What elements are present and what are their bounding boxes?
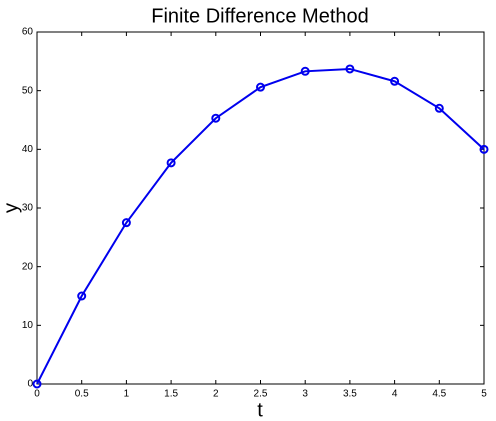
y-axis-label: y <box>0 203 22 213</box>
data-point <box>166 158 176 168</box>
y-tick-label: 10 <box>22 320 34 331</box>
data-line <box>36 67 485 385</box>
data-point <box>390 76 400 86</box>
data-point <box>77 291 87 301</box>
x-tick-label: 4 <box>392 389 398 400</box>
chart-title: Finite Difference Method <box>151 5 369 27</box>
x-tick-label: 5 <box>481 389 487 400</box>
x-tick-label: 3 <box>302 389 308 400</box>
data-point <box>300 66 310 76</box>
y-tick-label: 0 <box>27 379 33 390</box>
x-tick-label: 0.5 <box>75 389 89 400</box>
data-point <box>434 103 444 113</box>
x-tick-label: 4.5 <box>432 389 446 400</box>
plot-frame <box>36 31 485 385</box>
data-point <box>32 379 42 389</box>
x-tick-label: 2.5 <box>254 389 268 400</box>
y-tick-label: 60 <box>22 27 34 38</box>
data-point <box>211 113 221 123</box>
data-point <box>256 82 265 92</box>
x-tick-label: 0 <box>34 389 40 400</box>
x-tick-label: 1.5 <box>164 389 178 400</box>
x-tick-label: 1 <box>124 389 130 400</box>
x-axis-label: t <box>257 399 263 421</box>
y-tick-label: 30 <box>22 203 34 214</box>
y-tick-label: 40 <box>22 144 34 155</box>
x-tick-label: 3.5 <box>343 389 357 400</box>
y-tick-label: 50 <box>22 85 34 96</box>
data-point <box>345 64 355 74</box>
data-point <box>121 218 131 228</box>
y-tick-label: 20 <box>22 261 34 272</box>
x-tick-label: 2 <box>213 389 219 400</box>
data-point <box>479 144 489 154</box>
